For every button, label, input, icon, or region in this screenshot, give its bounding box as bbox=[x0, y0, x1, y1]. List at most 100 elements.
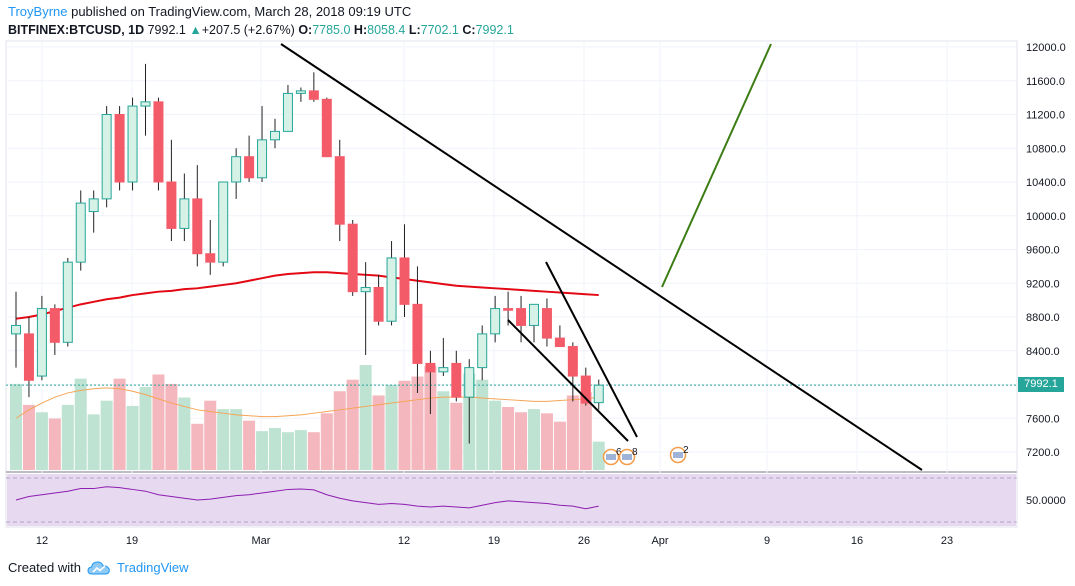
candle-body bbox=[399, 257, 410, 305]
last-price: 7992.1 bbox=[147, 23, 186, 37]
candle-body bbox=[593, 384, 604, 404]
close-label: C: bbox=[462, 23, 476, 37]
close-value: 7992.1 bbox=[475, 23, 514, 37]
time-axis-label: 26 bbox=[578, 535, 590, 547]
event-count: 2 bbox=[683, 445, 689, 456]
candle bbox=[75, 190, 86, 271]
candle-body bbox=[218, 181, 229, 263]
candle-body bbox=[101, 114, 112, 200]
volume-bar bbox=[22, 404, 35, 470]
candle bbox=[567, 342, 578, 402]
candle-body bbox=[153, 101, 164, 183]
candle-body bbox=[205, 253, 216, 263]
low-label: L: bbox=[408, 23, 421, 37]
candle bbox=[166, 139, 177, 242]
volume-bar bbox=[269, 428, 281, 470]
candle bbox=[23, 317, 34, 398]
candle bbox=[399, 224, 410, 317]
price-axis-label: 8400.0 bbox=[1026, 346, 1060, 358]
candle bbox=[127, 97, 138, 191]
candle-body bbox=[503, 308, 514, 311]
candle-body bbox=[179, 198, 190, 229]
volume-bar bbox=[476, 379, 489, 470]
volume-bar bbox=[178, 397, 191, 470]
candle-body bbox=[321, 98, 332, 158]
candle bbox=[218, 181, 229, 267]
volume-bar bbox=[592, 441, 605, 470]
price-axis-label: 10800.0 bbox=[1026, 143, 1066, 155]
candle-body bbox=[464, 367, 475, 398]
volume-bar bbox=[294, 430, 307, 470]
flag-stripes bbox=[606, 454, 616, 460]
tradingview-link[interactable]: TradingView bbox=[87, 560, 189, 575]
candle-body bbox=[334, 156, 345, 225]
volume-bar bbox=[10, 383, 22, 470]
candle-body bbox=[257, 139, 268, 179]
candle bbox=[257, 106, 268, 182]
volume-bar bbox=[152, 374, 165, 470]
candle bbox=[464, 359, 475, 444]
rsi-axis-label: 50.0000 bbox=[1026, 495, 1066, 507]
candle-body bbox=[166, 181, 177, 229]
candle-body bbox=[580, 375, 591, 404]
candle-body bbox=[114, 114, 125, 183]
price-axis-label: 10400.0 bbox=[1026, 177, 1066, 189]
volume-bar bbox=[489, 400, 502, 470]
candles bbox=[11, 63, 604, 444]
candle-body bbox=[360, 286, 371, 293]
candle bbox=[321, 97, 332, 158]
footer: Created with TradingView bbox=[8, 560, 189, 575]
volume-bar bbox=[87, 414, 100, 470]
candle-body bbox=[516, 308, 527, 326]
volume-bars bbox=[10, 365, 605, 470]
published-text: published on TradingView.com, March 28, … bbox=[67, 4, 412, 19]
open-label: O: bbox=[298, 23, 313, 37]
candle bbox=[49, 304, 60, 355]
long-downtrend-line bbox=[280, 43, 923, 471]
candle bbox=[425, 350, 436, 415]
author-link[interactable]: TroyByrne bbox=[8, 4, 68, 19]
candle bbox=[282, 84, 293, 132]
volume-bar bbox=[113, 378, 126, 470]
candle-body bbox=[567, 346, 578, 377]
time-axis-label: 12 bbox=[398, 535, 410, 547]
candle bbox=[179, 173, 190, 242]
candle-body bbox=[88, 198, 99, 213]
price-axis-label: 12000.0 bbox=[1026, 42, 1066, 54]
flag-stripes bbox=[673, 452, 683, 458]
rsi-background bbox=[7, 474, 1016, 526]
candle bbox=[490, 295, 501, 343]
candle-body bbox=[373, 286, 384, 322]
price-axis-label: 10000.0 bbox=[1026, 211, 1066, 223]
candle-body bbox=[412, 303, 423, 364]
flag-stripes bbox=[622, 454, 632, 460]
candle bbox=[412, 266, 423, 393]
candle-body bbox=[451, 362, 462, 398]
volume-bar bbox=[139, 387, 152, 470]
candle bbox=[140, 63, 151, 136]
candle bbox=[308, 72, 319, 102]
symbol-label[interactable]: BITFINEX:BTCUSD, 1D bbox=[8, 23, 145, 37]
candle bbox=[11, 291, 21, 368]
volume-bar bbox=[35, 412, 48, 470]
short-moving-average-line bbox=[15, 387, 599, 419]
current-price-tag: 7992.1 bbox=[1018, 377, 1064, 392]
volume-bar bbox=[515, 412, 528, 470]
volume-bar bbox=[398, 380, 411, 470]
trend-lines bbox=[280, 43, 923, 471]
candle bbox=[477, 325, 488, 381]
volume-bar bbox=[385, 384, 398, 470]
volume-bar bbox=[61, 404, 74, 470]
price-axis-label: 9600.0 bbox=[1026, 245, 1060, 257]
volume-bar bbox=[346, 379, 359, 470]
price-axis-label: 11200.0 bbox=[1026, 110, 1065, 122]
event-count: 8 bbox=[632, 447, 638, 458]
long-moving-average-line bbox=[15, 271, 599, 320]
candle-body bbox=[490, 308, 501, 335]
time-axis-label: 16 bbox=[851, 535, 863, 547]
volume-bar bbox=[74, 378, 87, 470]
candle bbox=[295, 87, 306, 102]
low-value: 7702.1 bbox=[420, 23, 459, 37]
candle bbox=[205, 219, 216, 275]
